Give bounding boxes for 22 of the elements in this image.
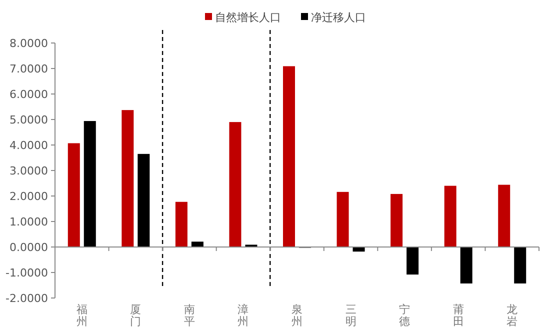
y-tick-label: 7.0000 <box>10 62 48 76</box>
x-tick-label: 漳州 <box>238 303 249 328</box>
x-tick-label: 宁德 <box>399 303 410 328</box>
y-tick-label: -2.0000 <box>6 292 48 305</box>
y-tick-label: 4.0000 <box>10 138 48 152</box>
x-tick-label: 泉州 <box>292 303 302 328</box>
y-tick-label: 1.0000 <box>10 215 48 228</box>
x-tick-label: 龙岩 <box>506 303 518 328</box>
y-tick-label: 6.0000 <box>10 88 48 101</box>
y-tick-label: 2.0000 <box>10 190 48 203</box>
x-tick-label: 南平 <box>184 303 195 328</box>
y-tick-label: 0.0000 <box>10 240 48 254</box>
x-tick-label: 福州 <box>76 303 88 328</box>
x-tick-label: 厦门 <box>130 303 142 328</box>
y-tick-label: 5.0000 <box>10 113 48 126</box>
legend-label: 自然增长人口 <box>215 10 281 24</box>
legend-label: 净迁移人口 <box>311 10 366 24</box>
y-tick-label: 8.0000 <box>10 36 48 50</box>
y-tick-label: -1.0000 <box>6 266 48 280</box>
y-tick-label: 3.0000 <box>10 164 48 178</box>
x-tick-label: 三明 <box>345 303 356 328</box>
x-tick-label: 莆田 <box>452 303 464 328</box>
